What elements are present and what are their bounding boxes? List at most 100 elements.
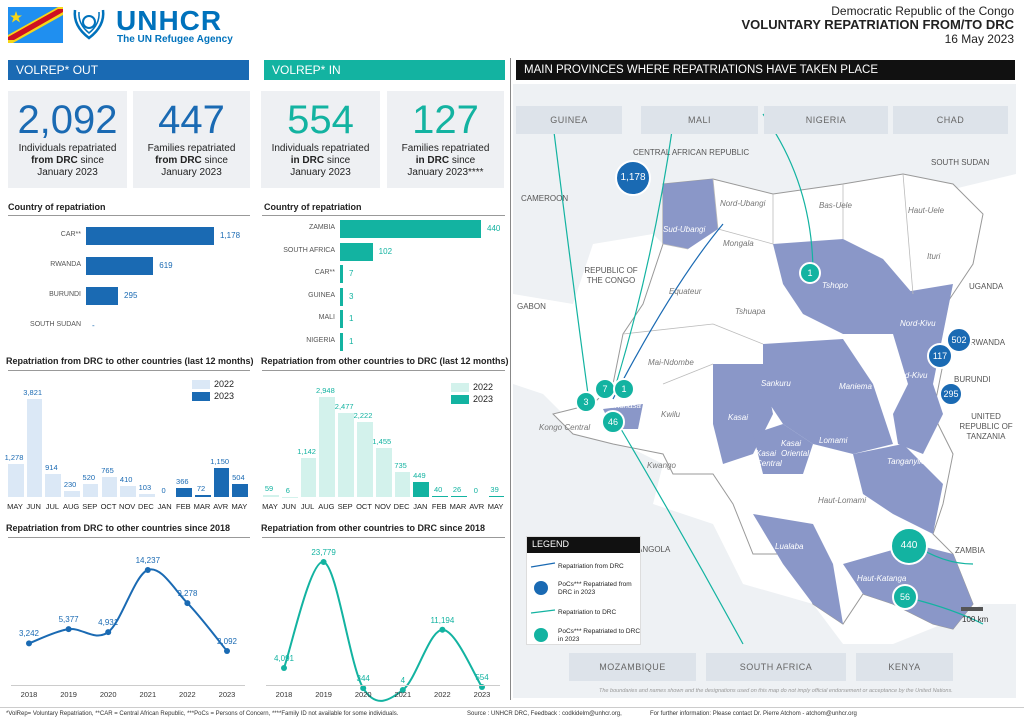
- neighbor-label: ZAMBIA: [955, 546, 985, 555]
- province-label: Maniema: [839, 382, 872, 391]
- axis-line: [266, 685, 500, 686]
- province-label: Tshopo: [822, 281, 848, 290]
- axis-line: [11, 685, 245, 686]
- legend-label-2023: 2023: [473, 394, 494, 404]
- year-label: 2020: [99, 690, 117, 699]
- month-bar: [45, 473, 62, 497]
- province-label: Kwango: [647, 461, 676, 470]
- month-label: AUG: [62, 502, 80, 511]
- country-bar: [340, 242, 373, 261]
- data-label: 23,779: [311, 548, 336, 557]
- data-label: 4,931: [98, 618, 119, 628]
- data-label: 4,091: [273, 653, 295, 663]
- month-bar: [338, 412, 354, 497]
- kpi-label: January 2023: [161, 167, 222, 178]
- country-label: RWANDA: [50, 261, 81, 268]
- bubble-in-kinshasa-1: 1: [613, 378, 635, 400]
- data-label: 11,194: [430, 615, 455, 625]
- kpi-label: since: [324, 155, 351, 166]
- data-point: [439, 626, 446, 633]
- kpi-label: January 2023: [290, 167, 351, 178]
- section-volrep-in: VOLREP* IN: [264, 60, 505, 80]
- country-value: 440: [487, 224, 501, 233]
- month-value: 1,455: [372, 436, 392, 446]
- legend-swatch-2022: [192, 380, 210, 389]
- out-country-title: Country of repatriation: [8, 202, 106, 212]
- country-label: NIGERIA: [306, 336, 335, 344]
- month-label: DEC: [393, 502, 410, 511]
- country-value: 295: [124, 291, 138, 300]
- province-label: Kongo Central: [539, 423, 591, 432]
- month-bar: [357, 421, 373, 497]
- month-bar: [64, 491, 80, 497]
- bubble-out-car: 1,178: [615, 160, 651, 196]
- month-value: 39: [490, 484, 499, 494]
- legend-item: PoCs*** Repatriated from DRC in 2023: [558, 581, 632, 596]
- country-label: ZAMBIA: [308, 224, 335, 231]
- bubble-in-zambia: 440: [890, 527, 928, 565]
- series-line: [283, 561, 483, 702]
- month-label: MAR: [449, 502, 467, 511]
- month-bar: [319, 397, 336, 497]
- series-line: [28, 568, 228, 652]
- month-bar: [488, 495, 505, 497]
- month-label: MAY: [262, 502, 278, 511]
- map-title: MAIN PROVINCES WHERE REPATRIATIONS HAVE …: [516, 60, 1015, 80]
- divider: [8, 215, 250, 216]
- province-label: Nord-Ubangi: [720, 199, 766, 208]
- country-bar: [340, 220, 481, 238]
- kpi-out-families: 447 Families repatriated from DRC since Ja…: [133, 91, 250, 188]
- footer-divider: [0, 707, 1024, 708]
- footer-contact: For further information: Please contact …: [650, 711, 857, 717]
- divider: [262, 537, 505, 538]
- month-value: 449: [413, 470, 426, 480]
- country-value: 3: [349, 291, 354, 301]
- country-label: CAR**: [60, 231, 81, 238]
- month-bar: [394, 472, 411, 497]
- kpi-label-bold: in DRC: [415, 155, 450, 166]
- kpi-in-individuals: 554 Individuals repatriated in DRC since J…: [261, 91, 380, 188]
- month-bar: [413, 481, 430, 497]
- province-label: Kinshasa: [608, 401, 641, 410]
- month-value: 26: [452, 485, 462, 495]
- month-value: 0: [473, 486, 478, 495]
- province-label: Ituri: [927, 252, 941, 261]
- neighbor-label: SOUTH SUDAN: [931, 158, 990, 167]
- province-label: Nord-Kivu: [900, 319, 936, 328]
- province-label: Mongala: [723, 239, 754, 248]
- month-bar: [213, 467, 230, 497]
- kpi-label: since: [77, 155, 104, 166]
- data-point: [281, 664, 287, 671]
- month-bar: [375, 447, 392, 497]
- month-value: 1,142: [297, 447, 316, 457]
- divider: [8, 537, 250, 538]
- month-label: DEC: [137, 502, 154, 511]
- map-disclaimer: The boundaries and names shown and the d…: [599, 688, 953, 694]
- province-label: Sud-Ubangi: [663, 225, 706, 234]
- out-monthly-title: Repatriation from DRC to other countries…: [6, 356, 254, 366]
- month-value: 520: [82, 472, 96, 482]
- month-bar: [101, 477, 118, 497]
- country-bar: [340, 287, 343, 306]
- data-label: 5,377: [58, 615, 79, 625]
- data-point: [224, 648, 230, 655]
- data-label: 2,092: [216, 637, 238, 647]
- month-value: 230: [63, 480, 77, 490]
- year-label: 2022: [434, 690, 451, 699]
- year-label: 2018: [275, 690, 293, 699]
- kpi-label: January 2023****: [407, 167, 484, 178]
- country-label: BURUNDI: [49, 291, 81, 298]
- out-yearly-title: Repatriation from DRC to other countries…: [6, 523, 231, 533]
- legend-label-2022: 2022: [473, 382, 494, 392]
- kpi-label: January 2023: [37, 167, 98, 178]
- province-label: Haut-Uele: [908, 206, 945, 215]
- legend-swatch-2023: [192, 392, 210, 401]
- panel-separator: [510, 58, 511, 700]
- kpi-label: since: [201, 155, 228, 166]
- month-value: 2,477: [334, 401, 354, 411]
- month-label: JAN: [413, 502, 428, 511]
- in-country-title: Country of repatriation: [264, 202, 362, 212]
- data-label: 3,242: [18, 629, 40, 639]
- bubble-out-burundi: 295: [939, 382, 963, 406]
- neighbor-label: ANGOLA: [637, 545, 671, 554]
